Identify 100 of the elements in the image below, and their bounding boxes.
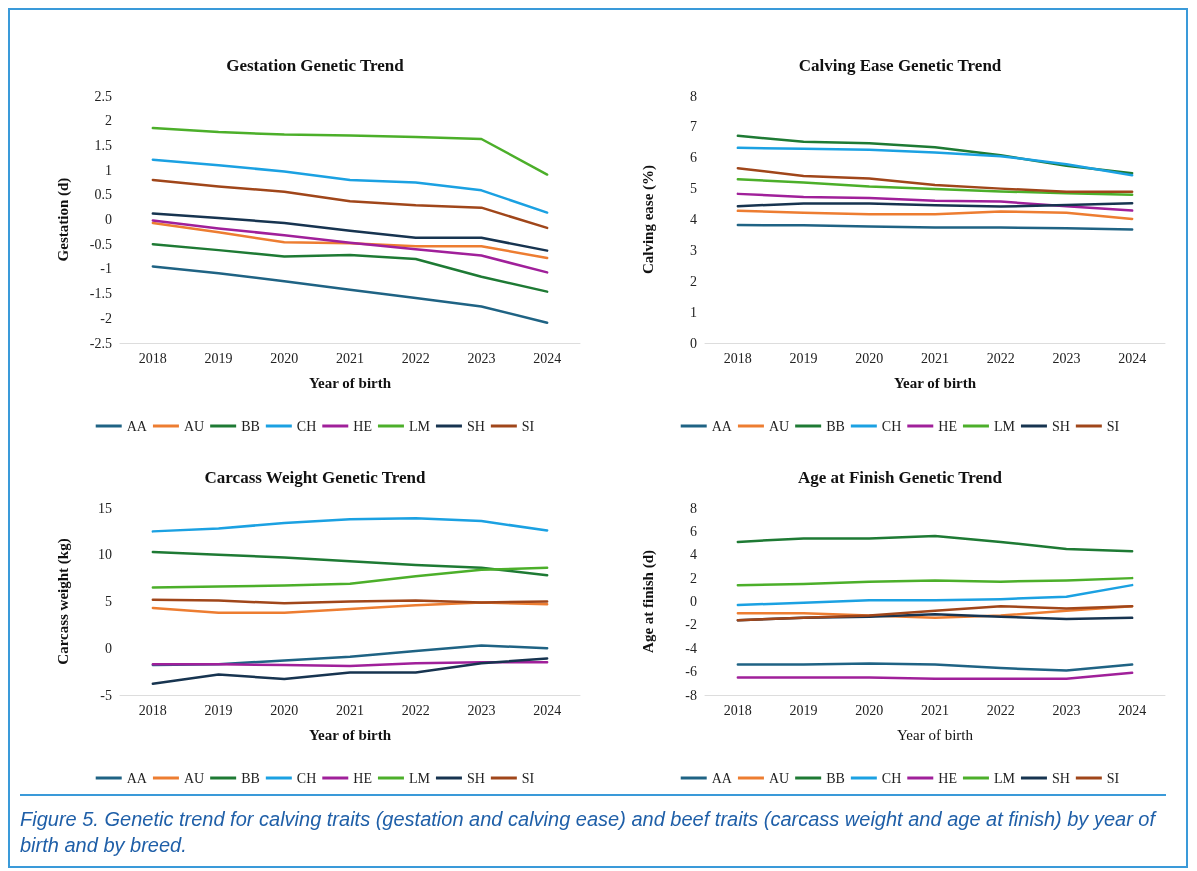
line-series <box>151 158 549 214</box>
x-tick-label: 2019 <box>789 702 818 718</box>
y-tick-label: 0 <box>690 335 697 351</box>
legend-label: BB <box>826 418 845 434</box>
legend-label: SI <box>1106 770 1120 786</box>
legend-label: AU <box>183 418 205 434</box>
line-series <box>151 601 549 614</box>
y-tick-label: 5 <box>105 594 112 609</box>
line-series <box>151 242 549 293</box>
x-tick-label: 2022 <box>986 702 1015 718</box>
y-tick-label: 0 <box>105 212 112 227</box>
line-series <box>151 566 549 589</box>
y-axis-title: Carcass weight (kg) <box>54 538 72 665</box>
y-tick-label: 1.5 <box>94 137 112 153</box>
y-tick-label: 0 <box>690 594 697 609</box>
y-tick-label: -4 <box>685 640 697 656</box>
line-series <box>151 517 549 533</box>
x-axis-title: Year of birth <box>308 726 392 743</box>
x-tick-label: 2019 <box>204 702 233 718</box>
x-tick-label: 2022 <box>986 350 1015 366</box>
y-tick-label: 2 <box>690 273 697 289</box>
legend-label: AA <box>126 418 148 434</box>
y-axis-title: Calving ease (%) <box>639 164 657 275</box>
line-series <box>736 576 1134 587</box>
y-axis-title: Age at finish (d) <box>639 550 657 653</box>
legend-label: AU <box>768 770 790 786</box>
line-series <box>151 178 549 230</box>
y-tick-label: -8 <box>685 687 697 703</box>
y-tick-label: -1.5 <box>89 286 112 302</box>
x-tick-label: 2022 <box>401 350 430 366</box>
line-series <box>736 178 1134 197</box>
legend-label: BB <box>241 418 260 434</box>
y-tick-label: 7 <box>690 119 697 135</box>
chart-title: Gestation Genetic Trend <box>226 56 405 75</box>
legend-label: CH <box>296 770 317 786</box>
line-series <box>151 126 549 176</box>
x-tick-label: 2021 <box>336 702 364 718</box>
x-axis-title: Year of birth <box>897 726 974 743</box>
legend-label: AA <box>711 770 733 786</box>
x-tick-label: 2023 <box>467 702 496 718</box>
legend-label: SH <box>466 770 485 786</box>
line-series <box>736 534 1134 553</box>
x-tick-label: 2024 <box>533 350 562 366</box>
x-tick-label: 2018 <box>138 702 167 718</box>
x-tick-label: 2021 <box>921 350 949 366</box>
x-tick-label: 2024 <box>1118 702 1147 718</box>
legend-label: SI <box>1106 418 1120 434</box>
y-tick-label: -2.5 <box>89 335 112 351</box>
y-tick-label: 10 <box>98 547 112 563</box>
y-tick-label: 4 <box>690 212 697 227</box>
x-tick-label: 2020 <box>270 350 299 366</box>
line-series <box>736 662 1134 672</box>
legend-label: HE <box>353 770 372 786</box>
line-series <box>736 209 1134 221</box>
legend-label: CH <box>881 418 902 434</box>
chart-title: Age at Finish Genetic Trend <box>798 468 1003 487</box>
y-tick-label: -0.5 <box>89 236 112 252</box>
y-tick-label: -2 <box>685 617 697 633</box>
y-tick-label: 3 <box>690 242 697 258</box>
legend-label: HE <box>938 418 957 434</box>
x-tick-label: 2018 <box>723 702 752 718</box>
x-tick-label: 2023 <box>1052 702 1081 718</box>
y-tick-label: -5 <box>100 687 112 703</box>
y-tick-label: -6 <box>685 664 697 680</box>
y-tick-label: 15 <box>98 500 112 516</box>
caption: Figure 5. Genetic trend for calving traits (gestation and calving ease) and beef traits (carcass weight and age at finish) by year of birth and by breed. <box>20 807 1158 858</box>
x-tick-label: 2021 <box>336 350 364 366</box>
y-tick-label: 4 <box>690 547 697 563</box>
y-tick-label: -1 <box>100 261 112 277</box>
x-tick-label: 2022 <box>401 702 430 718</box>
y-tick-label: -2 <box>100 310 112 326</box>
line-series <box>151 657 549 686</box>
legend-label: LM <box>408 418 431 434</box>
y-tick-label: 1 <box>690 304 697 320</box>
legend-label: AU <box>768 418 790 434</box>
y-tick-label: 5 <box>690 181 697 197</box>
y-axis-title: Gestation (d) <box>54 177 72 262</box>
legend-label: SI <box>521 418 535 434</box>
x-tick-label: 2019 <box>204 350 233 366</box>
legend-label: HE <box>938 770 957 786</box>
line-series <box>151 221 549 260</box>
y-tick-label: 6 <box>690 523 697 539</box>
chart-title: Calving Ease Genetic Trend <box>798 56 1002 75</box>
line-series <box>151 219 549 274</box>
y-tick-label: 1 <box>105 162 112 178</box>
chart-title: Carcass Weight Genetic Trend <box>204 468 426 487</box>
x-tick-label: 2020 <box>855 702 884 718</box>
x-tick-label: 2024 <box>1118 350 1147 366</box>
x-tick-label: 2020 <box>855 350 884 366</box>
x-axis-title: Year of birth <box>308 374 392 391</box>
x-tick-label: 2023 <box>467 350 496 366</box>
legend-label: AA <box>126 770 148 786</box>
legend-label: CH <box>881 770 902 786</box>
legend-label: BB <box>826 770 845 786</box>
x-tick-label: 2018 <box>138 350 167 366</box>
legend-label: SH <box>466 418 485 434</box>
y-tick-label: 2 <box>105 113 112 129</box>
x-axis-title: Year of birth <box>893 374 977 391</box>
x-tick-label: 2021 <box>921 702 949 718</box>
legend-label: HE <box>353 418 372 434</box>
